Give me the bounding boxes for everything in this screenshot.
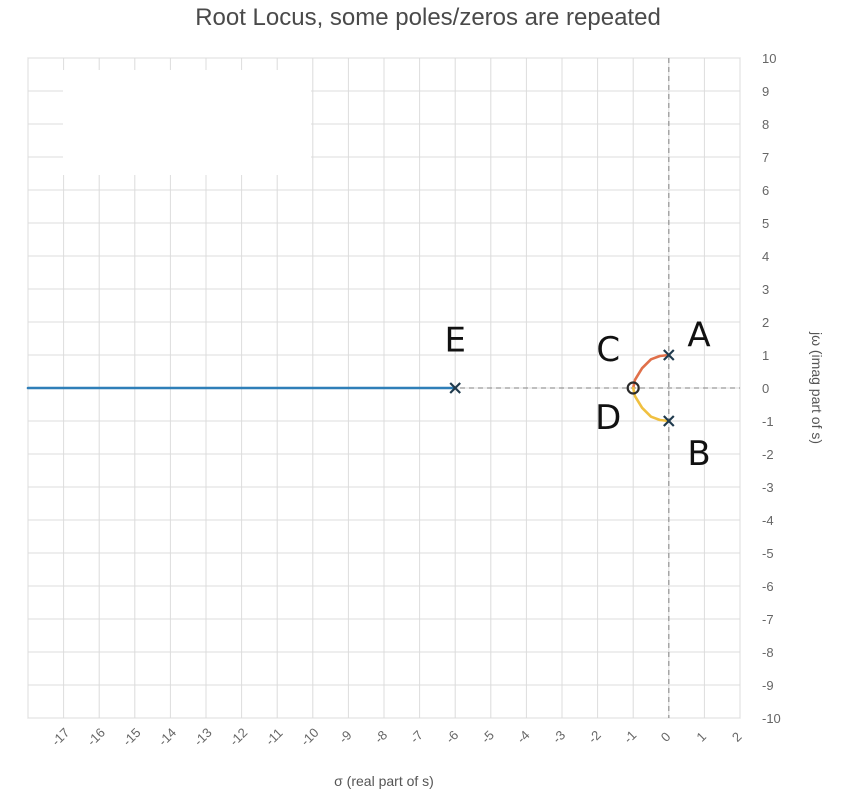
y-tick-label: -8	[762, 645, 774, 660]
x-tick-label: -1	[621, 727, 640, 746]
annotation-letter: D	[595, 398, 621, 438]
x-tick-label: -5	[478, 727, 497, 746]
y-tick-label: -9	[762, 678, 774, 693]
redaction-box	[63, 70, 311, 175]
y-tick-label: -4	[762, 513, 774, 528]
x-tick-label: -2	[585, 727, 604, 746]
x-tick-label: -17	[48, 725, 72, 749]
x-tick-label: -10	[298, 725, 322, 749]
x-tick-label: 0	[658, 729, 674, 745]
y-tick-label: 6	[762, 183, 769, 198]
annotation-letter: A	[687, 315, 710, 355]
y-tick-label: 7	[762, 150, 769, 165]
y-axis-label: jω (imag part of s)	[809, 331, 825, 444]
chart-title: Root Locus, some poles/zeros are repeate…	[195, 4, 661, 31]
y-tick-label: 1	[762, 348, 769, 363]
x-tick-label: -6	[443, 727, 462, 746]
pole-stroke	[449, 382, 461, 394]
pole-stroke	[663, 415, 675, 427]
y-tick-label: 4	[762, 249, 769, 264]
x-tick-label: -16	[84, 725, 108, 749]
annotation-letter: C	[596, 330, 620, 370]
pole-zero-markers	[449, 349, 675, 427]
y-tick-label: -3	[762, 480, 774, 495]
pole-marker	[663, 415, 675, 427]
y-tick-label: 2	[762, 315, 769, 330]
x-tick-label: -12	[226, 725, 250, 749]
x-tick-label: -8	[371, 727, 390, 746]
x-axis-label: σ (real part of s)	[334, 773, 434, 789]
x-tick-label: -15	[120, 725, 144, 749]
x-tick-label: -9	[336, 727, 355, 746]
y-tick-label: -7	[762, 612, 774, 627]
x-tick-label: -14	[155, 725, 179, 749]
pole-marker	[663, 349, 675, 361]
y-tick-label: 3	[762, 282, 769, 297]
x-tick-label: -7	[407, 727, 426, 746]
locus-branch	[631, 386, 671, 423]
y-tick-label: 8	[762, 117, 769, 132]
y-tick-label: -2	[762, 447, 774, 462]
y-tick-label: -6	[762, 579, 774, 594]
annotations: A B CD E	[444, 315, 710, 474]
x-tick-label: 1	[693, 729, 709, 745]
y-tick-label: 0	[762, 381, 769, 396]
y-tick-label: -5	[762, 546, 774, 561]
x-tick-label: -13	[191, 725, 215, 749]
annotation-letter: B	[687, 434, 710, 474]
x-tick-label: 2	[729, 729, 745, 745]
x-tick-label: -11	[262, 725, 285, 748]
y-tick-label: 10	[762, 51, 776, 66]
x-tick-label: -3	[549, 727, 568, 746]
y-tick-label: 5	[762, 216, 769, 231]
y-tick-label: -10	[762, 711, 781, 726]
x-tick-label: -4	[514, 727, 533, 746]
zero-marker	[626, 381, 640, 395]
annotation-letter: E	[444, 320, 465, 360]
pole-marker	[449, 382, 461, 394]
locus-branches	[26, 353, 671, 423]
y-tick-label: -1	[762, 414, 774, 429]
y-tick-label: 9	[762, 84, 769, 99]
locus-branch	[631, 353, 671, 390]
pole-stroke	[663, 349, 675, 361]
